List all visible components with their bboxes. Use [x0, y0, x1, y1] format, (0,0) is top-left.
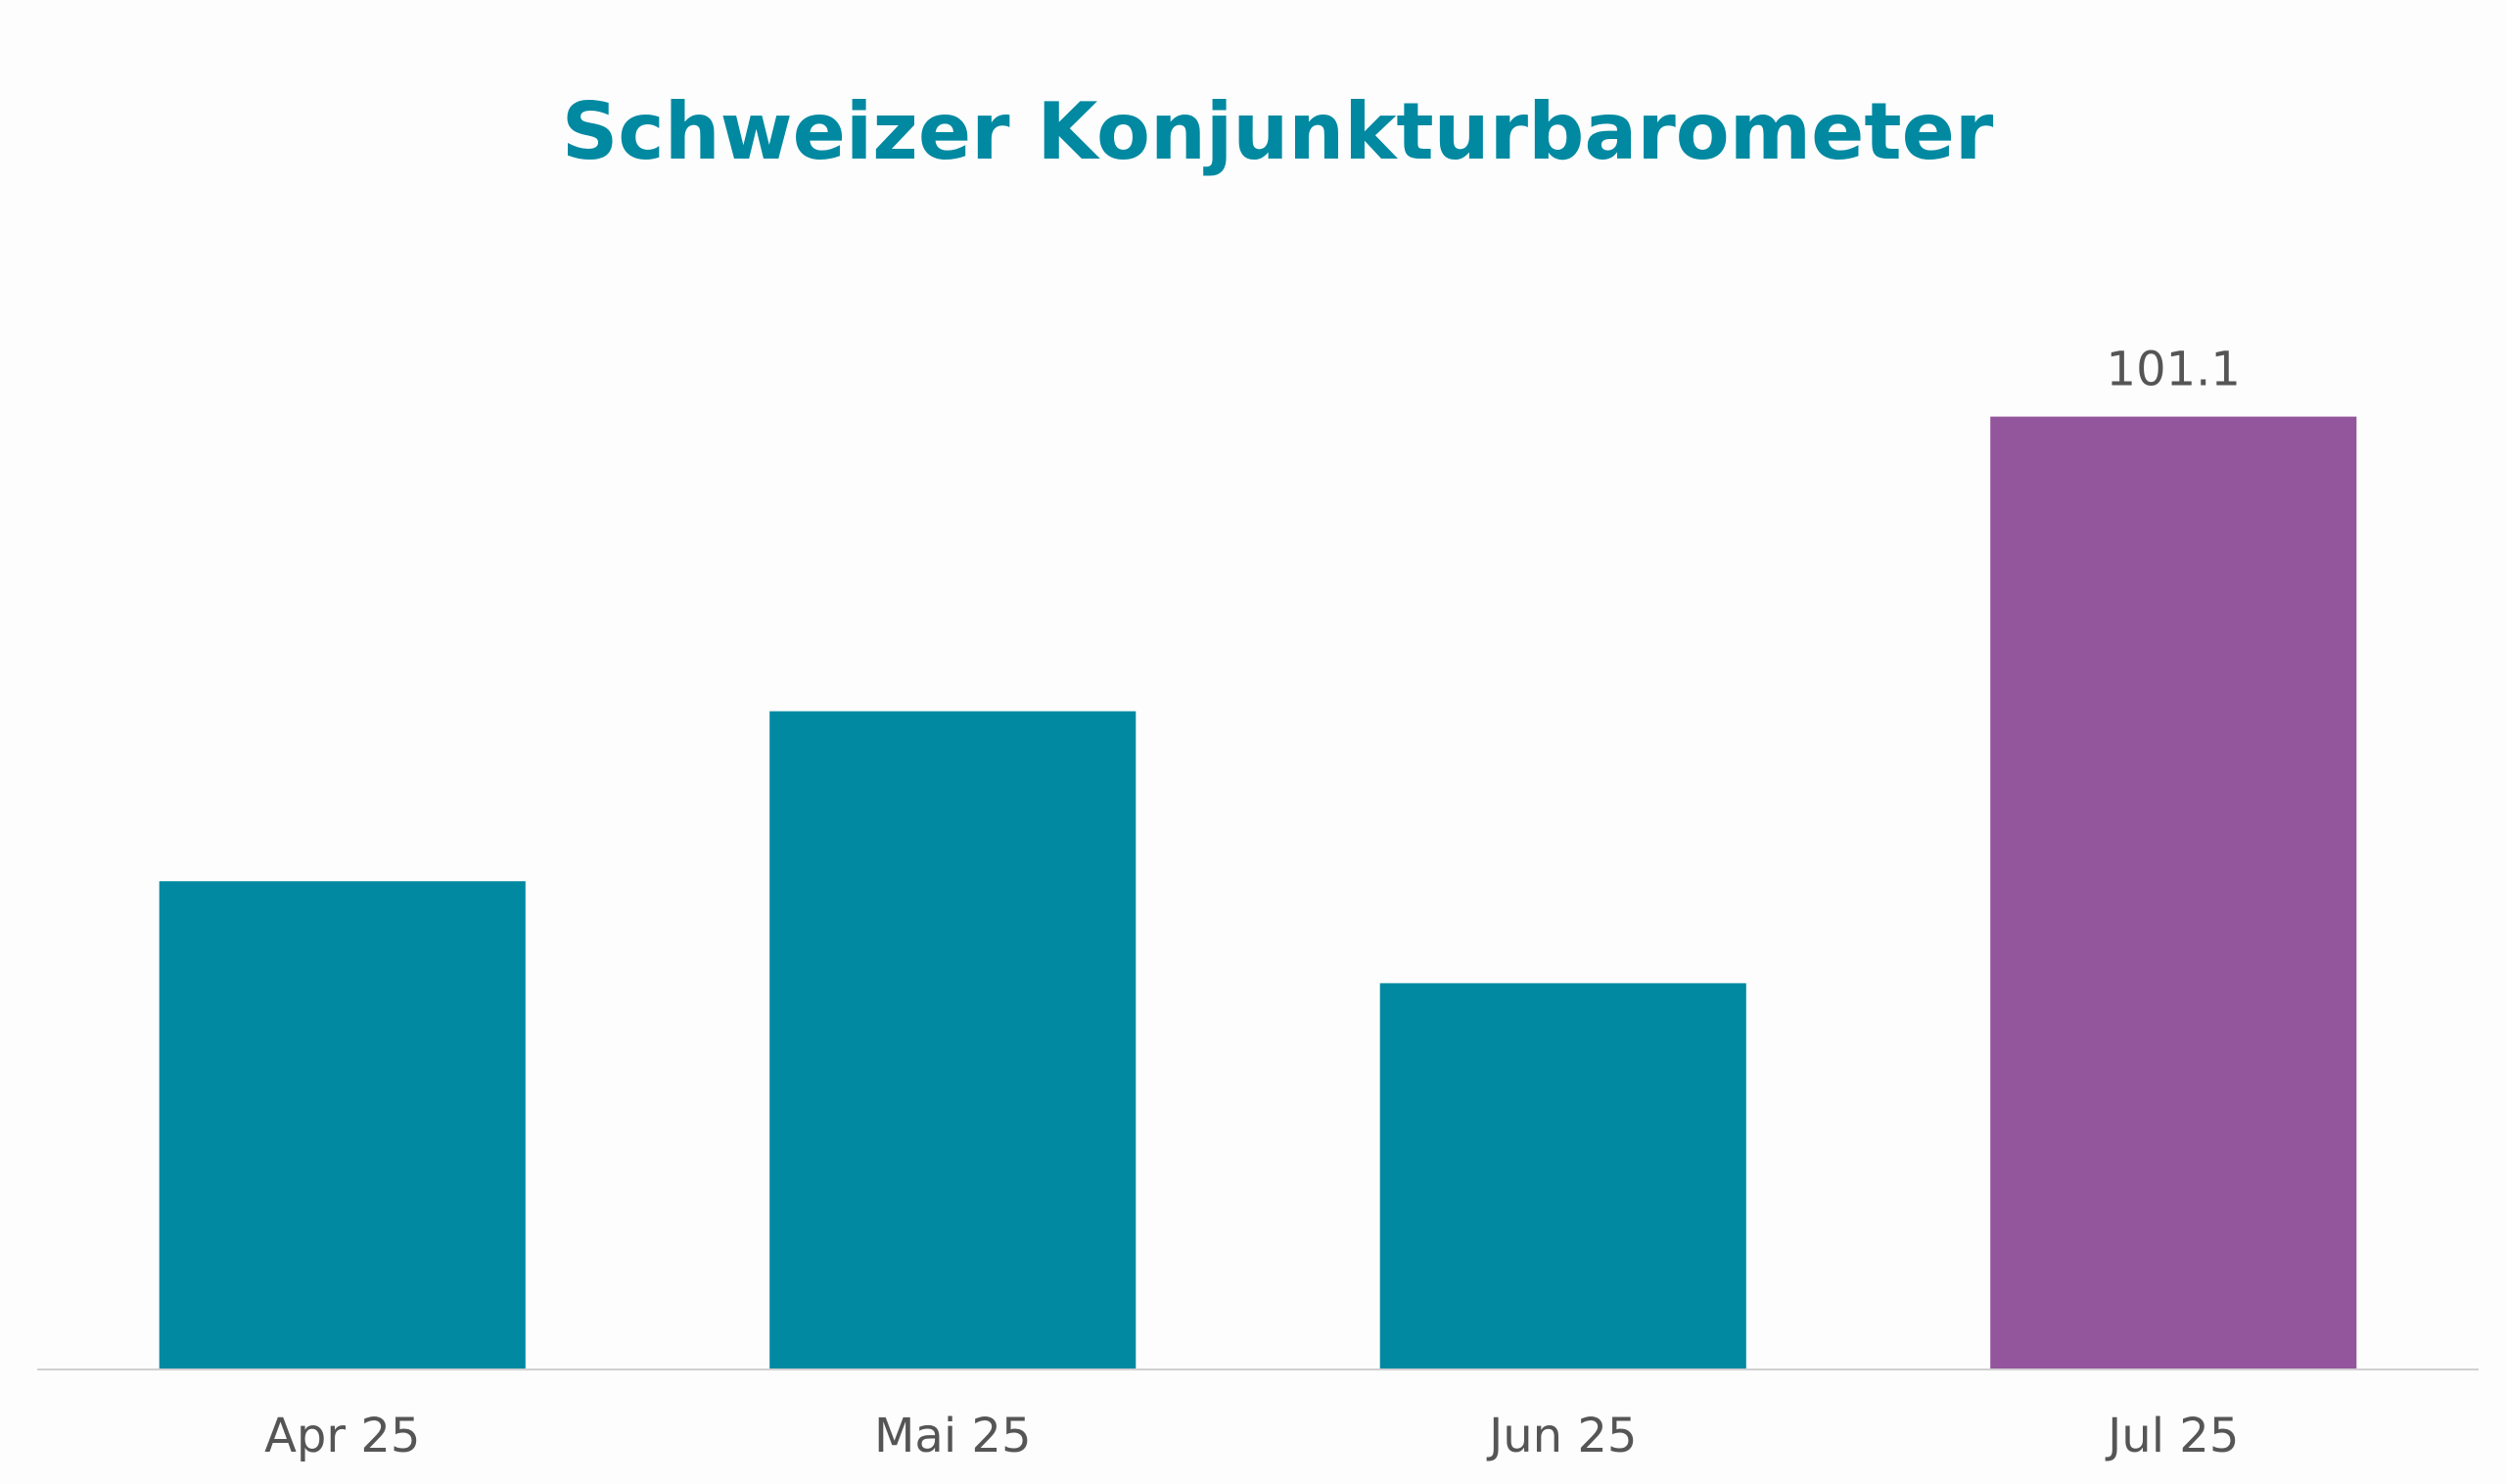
x-tick-label: Jul 25: [2105, 1409, 2239, 1463]
x-tick-label: Apr 25: [264, 1409, 420, 1463]
bar: [769, 711, 1137, 1368]
value-label: 101.1: [2107, 343, 2241, 397]
x-tick-label: Mai 25: [874, 1409, 1032, 1463]
chart-title: Schweizer Konjunkturbarometer: [562, 86, 1994, 177]
bar: [1990, 416, 2357, 1368]
bar: [1379, 983, 1746, 1368]
bar: [159, 881, 526, 1368]
x-tick-label: Jun 25: [1486, 1409, 1637, 1463]
